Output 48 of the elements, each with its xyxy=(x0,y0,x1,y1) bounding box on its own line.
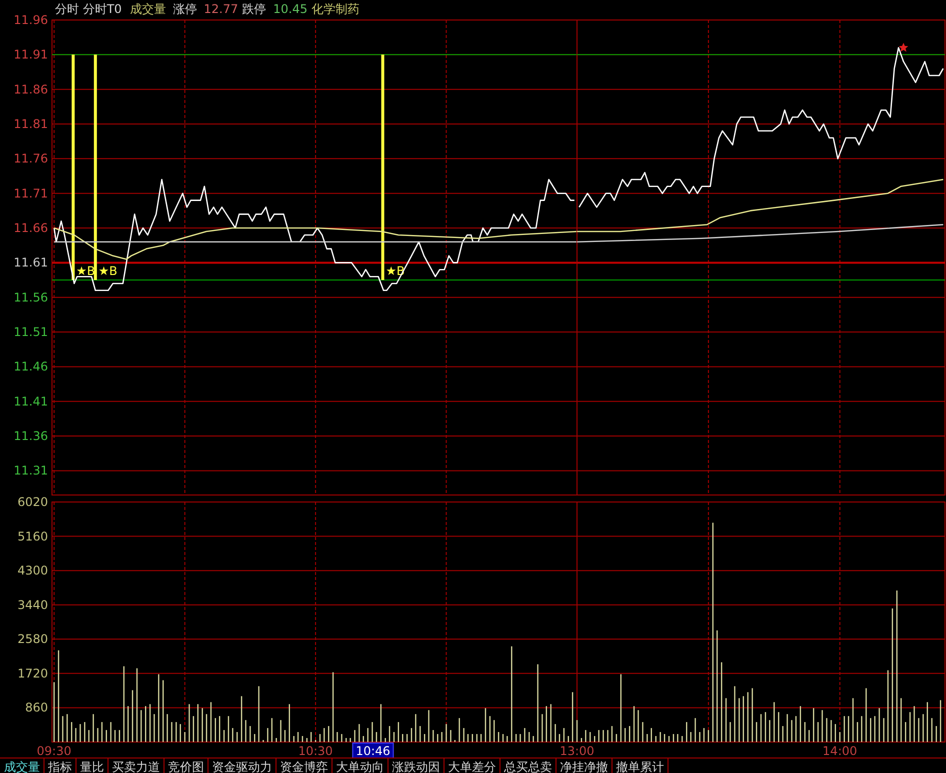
text: 买卖力道 xyxy=(112,760,160,773)
y-tick-label: 860 xyxy=(25,700,48,715)
y-tick-label: 11.46 xyxy=(14,360,48,374)
y-tick-label: 11.66 xyxy=(14,221,48,236)
ref-line-label: ★B xyxy=(98,264,118,278)
text: 大单差分 xyxy=(448,760,496,773)
x-tick-label: 09:30 xyxy=(36,744,72,758)
text: 撤单累计 xyxy=(616,760,664,773)
text: 10.45 xyxy=(273,2,308,16)
text: 化学制药 xyxy=(312,2,360,16)
chart-title: 分时 分时T0 xyxy=(55,2,122,16)
y-tick-label: 11.81 xyxy=(14,117,48,132)
y-tick-label: 11.96 xyxy=(14,13,48,27)
x-tick-label: 10:30 xyxy=(298,744,333,758)
text: 总买总卖 xyxy=(503,760,552,773)
text: 净挂净撤 xyxy=(560,760,608,773)
y-tick-label: 11.61 xyxy=(14,256,48,270)
text: 涨停 xyxy=(172,2,197,16)
y-tick-label: 11.51 xyxy=(14,325,48,340)
text: 大单动向 xyxy=(336,760,384,773)
text: 10:46 xyxy=(356,744,390,758)
y-tick-label: 11.86 xyxy=(14,82,48,96)
y-tick-label: 11.56 xyxy=(14,290,48,304)
y-tick-label: 1720 xyxy=(17,666,48,680)
text: 成交量 xyxy=(130,2,166,16)
y-tick-label: 4300 xyxy=(17,564,48,578)
x-tick-label: 14:00 xyxy=(822,744,858,758)
y-tick-label: 2580 xyxy=(17,632,48,646)
ref-line-label: ★B xyxy=(76,264,96,278)
text: 涨跌动因 xyxy=(392,760,440,773)
y-tick-label: 11.41 xyxy=(14,394,48,408)
y-tick-label: 6020 xyxy=(17,495,48,509)
text: 量比 xyxy=(80,760,104,773)
text: 指标 xyxy=(47,760,72,773)
x-tick-label: 13:00 xyxy=(560,744,594,758)
text: 竞价图 xyxy=(168,760,204,773)
y-tick-label: 11.91 xyxy=(14,48,48,62)
y-tick-label: 3440 xyxy=(17,598,48,612)
text: 12.77 xyxy=(204,2,238,16)
text: 资金驱动力 xyxy=(212,760,272,773)
text: 跌停 xyxy=(242,2,266,16)
text: 成交量 xyxy=(4,760,40,773)
y-tick-label: 5160 xyxy=(17,529,48,544)
y-tick-label: 11.36 xyxy=(14,429,48,444)
y-tick-label: 11.71 xyxy=(14,186,48,200)
text: 资金博弈 xyxy=(280,760,328,773)
y-tick-label: 11.76 xyxy=(14,152,48,166)
y-tick-label: 11.31 xyxy=(14,464,48,478)
